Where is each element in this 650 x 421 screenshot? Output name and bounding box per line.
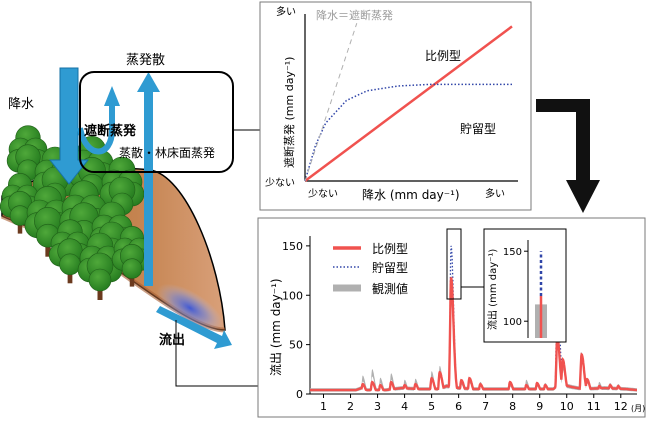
top-chart-series bbox=[304, 23, 513, 183]
bottom-chart-frame bbox=[257, 217, 646, 418]
x-tick-label: 5 bbox=[428, 400, 435, 413]
evapotranspiration-box bbox=[79, 71, 234, 173]
x-tick-label: 8 bbox=[509, 400, 516, 413]
y-tick-label: 100 bbox=[282, 289, 303, 302]
connector-bottom bbox=[175, 320, 258, 387]
top-xtick-low: 少ない bbox=[308, 188, 338, 200]
runoff-glow bbox=[156, 283, 224, 333]
inset-chart: 100 150 流出 (mm day⁻¹) bbox=[483, 228, 567, 343]
tree bbox=[24, 186, 72, 257]
peak-highlight-box bbox=[446, 228, 462, 300]
x-tick-label: 1 bbox=[320, 400, 327, 413]
interception-arrow bbox=[77, 104, 115, 155]
tree bbox=[77, 232, 123, 300]
flow-arrow bbox=[536, 99, 600, 213]
top-chart: 多い 少ない 少ない 多い 降水 (mm day⁻¹) 遮断蒸発 (mm day… bbox=[259, 1, 532, 211]
x-tick-label: 6 bbox=[455, 400, 462, 413]
label-rain: 降水 bbox=[8, 97, 34, 112]
series-proportional bbox=[310, 277, 637, 392]
x-tick-label: 11 bbox=[587, 400, 601, 413]
bottom-chart-series bbox=[310, 245, 637, 392]
y-tick-label: 50 bbox=[289, 339, 303, 352]
top-xtick-high: 多い bbox=[485, 187, 505, 200]
label-interception: 遮断蒸発 bbox=[84, 123, 137, 139]
top-y-axis-label: 遮断蒸発 (mm day⁻¹) bbox=[282, 57, 296, 168]
runoff-arrow bbox=[156, 306, 232, 349]
label-evapotranspiration: 蒸発散 bbox=[126, 53, 165, 68]
rain-arrow bbox=[48, 67, 90, 185]
x-tick-label: 9 bbox=[536, 400, 543, 413]
inset-frame bbox=[483, 228, 567, 343]
inset-content: 100 150 bbox=[503, 247, 547, 338]
bottom-legend: 比例型 貯留型 観測値 bbox=[333, 242, 408, 296]
top-ytick-high: 多い bbox=[276, 5, 296, 18]
y-tick-label: 150 bbox=[282, 240, 303, 253]
x-tick-label: 12 bbox=[614, 400, 628, 413]
tree bbox=[99, 156, 145, 224]
legend-label-proportional: 比例型 bbox=[372, 242, 408, 256]
forest-diagram: 降水 蒸発散 遮断蒸発 蒸散・林床面蒸発 流出 bbox=[0, 53, 234, 349]
top-x-axis-label: 降水 (mm day⁻¹) bbox=[362, 188, 460, 202]
forest-trees bbox=[0, 125, 153, 300]
top-series-line bbox=[304, 25, 513, 183]
x-tick-label: 3 bbox=[374, 400, 381, 413]
legend-label-storage: 貯留型 bbox=[372, 261, 408, 275]
bottom-y-axis-label: 流出 (mm day⁻¹) bbox=[269, 278, 283, 376]
transpiration-arrow bbox=[144, 90, 153, 286]
top-series-line bbox=[304, 23, 358, 182]
y-tick-label: 0 bbox=[296, 388, 303, 401]
x-tick-label: 4 bbox=[401, 400, 408, 413]
inset-y-tick-label: 100 bbox=[503, 317, 522, 328]
label-runoff: 流出 bbox=[159, 332, 185, 348]
x-tick-label: 10 bbox=[560, 400, 574, 413]
top-legend-proportional: 比例型 bbox=[425, 49, 461, 63]
inset-y-axis-label: 流出 (mm day⁻¹) bbox=[486, 249, 499, 330]
label-transpiration: 蒸散・林床面蒸発 bbox=[119, 145, 215, 160]
top-reference-line-label: 降水＝遮断蒸発 bbox=[316, 8, 393, 22]
top-legend-storage: 貯留型 bbox=[460, 122, 496, 136]
inset-y-tick-label: 150 bbox=[503, 247, 522, 258]
tree bbox=[0, 173, 41, 234]
bottom-x-unit: (月) bbox=[631, 404, 645, 413]
top-ytick-low: 少ない bbox=[265, 177, 295, 189]
legend-label-observed: 観測値 bbox=[372, 281, 408, 296]
x-tick-label: 2 bbox=[347, 400, 354, 413]
top-chart-frame bbox=[259, 1, 532, 211]
x-tick-label: 7 bbox=[482, 400, 489, 413]
